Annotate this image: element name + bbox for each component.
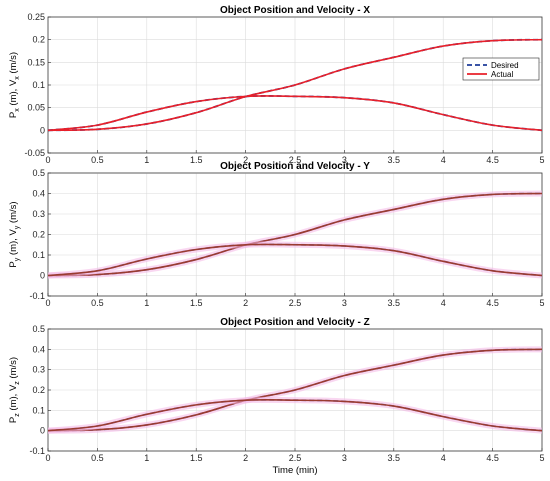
legend-label-desired: Desired xyxy=(491,61,519,70)
y-tick-label: -0.1 xyxy=(29,446,45,456)
y-axis-label: Px (m), Vx (m/s) xyxy=(8,52,21,118)
y-tick-label: 0.2 xyxy=(32,385,45,395)
x-tick-label: 3.5 xyxy=(388,298,401,308)
series-line-actual xyxy=(48,243,542,277)
x-tick-label: 0.5 xyxy=(91,453,104,463)
y-tick-label: -0.1 xyxy=(29,291,45,301)
chart-title: Object Position and Velocity - Y xyxy=(220,161,370,172)
series-line-actual xyxy=(48,348,542,432)
x-tick-label: 4 xyxy=(441,155,446,165)
x-tick-label: 5 xyxy=(539,155,544,165)
y-label-subscript: z xyxy=(14,381,21,385)
x-tick-label: 2.5 xyxy=(289,298,302,308)
y-tick-label: 0 xyxy=(40,271,45,281)
x-tick-label: 0.5 xyxy=(91,155,104,165)
x-tick-label: 0 xyxy=(45,298,50,308)
y-tick-label: 0.4 xyxy=(32,189,45,199)
series-line-actual xyxy=(48,192,542,277)
x-tick-label: 3.5 xyxy=(388,453,401,463)
y-label-part: (m), V xyxy=(8,229,19,258)
y-tick-label: 0.5 xyxy=(32,324,45,334)
series-group xyxy=(48,38,542,132)
series-line-actual xyxy=(48,95,542,132)
x-tick-label: 1.5 xyxy=(190,155,203,165)
y-tick-label: 0.2 xyxy=(32,35,45,45)
y-label-subscript: y xyxy=(14,225,21,229)
y-tick-label: 0.25 xyxy=(27,12,45,22)
x-tick-label: 2 xyxy=(243,155,248,165)
y-tick-label: 0.3 xyxy=(32,365,45,375)
plot-frame xyxy=(47,328,543,452)
y-label-subscript: y xyxy=(14,257,21,261)
plot-frame xyxy=(47,16,543,154)
y-tick-label: 0.1 xyxy=(32,250,45,260)
x-tick-label: 4.5 xyxy=(486,155,499,165)
plot-frame xyxy=(47,172,543,297)
chart-title: Object Position and Velocity - X xyxy=(220,5,370,16)
x-tick-label: 2.5 xyxy=(289,453,302,463)
series-line-actual xyxy=(48,398,542,432)
y-label-part: (m/s) xyxy=(8,52,19,76)
subplot-2: 0 0.5 1 1.5 2 2.5 3 3.5 4 4.5 5-0.100.10.20.30.40.… xyxy=(8,161,545,308)
chart-title: Object Position and Velocity - Z xyxy=(220,317,369,328)
y-label-part: P xyxy=(8,112,19,118)
y-label-part: (m/s) xyxy=(8,201,19,225)
x-tick-label: 1 xyxy=(144,453,149,463)
x-tick-label: 2 xyxy=(243,453,248,463)
y-label-part: (m), V xyxy=(8,79,19,108)
x-tick-label: 0.5 xyxy=(91,298,104,308)
x-tick-label: 4 xyxy=(441,453,446,463)
x-tick-label: 1 xyxy=(144,298,149,308)
x-tick-label: 3 xyxy=(342,298,347,308)
subplot-1: 0 0.5 1 1.5 2 2.5 3 3.5 4 4.5 5-0.0500.050.10.150.… xyxy=(8,5,545,165)
x-tick-label: 4.5 xyxy=(486,298,499,308)
y-tick-label: 0.2 xyxy=(32,230,45,240)
x-tick-label: 0 xyxy=(45,453,50,463)
y-label-part: (m), V xyxy=(8,384,19,413)
subplot-3: 0 0.5 1 1.5 2 2.5 3 3.5 4 4.5 5-0.100.10.20.30.40.… xyxy=(8,317,545,476)
x-tick-label: 5 xyxy=(539,298,544,308)
x-tick-label: 3.5 xyxy=(388,155,401,165)
y-tick-label: -0.05 xyxy=(24,148,45,158)
y-tick-label: 0.3 xyxy=(32,209,45,219)
y-tick-label: 0.05 xyxy=(27,103,45,113)
x-tick-label: 1.5 xyxy=(190,453,203,463)
x-tick-label: 1 xyxy=(144,155,149,165)
x-tick-label: 2.5 xyxy=(289,155,302,165)
y-label-subscript: z xyxy=(14,413,21,417)
y-tick-label: 0.5 xyxy=(32,168,45,178)
x-tick-label: 4 xyxy=(441,298,446,308)
y-label-subscript: x xyxy=(14,76,21,80)
legend-label-actual: Actual xyxy=(491,70,513,79)
y-tick-label: 0 xyxy=(40,426,45,436)
x-tick-label: 0 xyxy=(45,155,50,165)
y-tick-label: 0.1 xyxy=(32,80,45,90)
x-tick-label: 5 xyxy=(539,453,544,463)
y-tick-label: 0.4 xyxy=(32,344,45,354)
y-label-part: (m/s) xyxy=(8,357,19,381)
x-tick-label: 3 xyxy=(342,453,347,463)
y-tick-label: 0 xyxy=(40,125,45,135)
y-label-part: P xyxy=(8,261,19,267)
x-axis-label: Time (min) xyxy=(272,465,317,476)
x-tick-label: 1.5 xyxy=(190,298,203,308)
y-label-part: P xyxy=(8,417,19,423)
y-tick-label: 0.15 xyxy=(27,57,45,67)
y-tick-label: 0.1 xyxy=(32,405,45,415)
y-axis-label: Pz (m), Vz (m/s) xyxy=(8,357,21,423)
x-tick-label: 3 xyxy=(342,155,347,165)
series-group xyxy=(48,346,542,434)
series-group xyxy=(48,190,542,279)
x-tick-label: 2 xyxy=(243,298,248,308)
y-label-subscript: x xyxy=(14,108,21,112)
y-axis-label: Py (m), Vy (m/s) xyxy=(8,201,21,267)
x-tick-label: 4.5 xyxy=(486,453,499,463)
series-line-actual xyxy=(48,38,542,132)
